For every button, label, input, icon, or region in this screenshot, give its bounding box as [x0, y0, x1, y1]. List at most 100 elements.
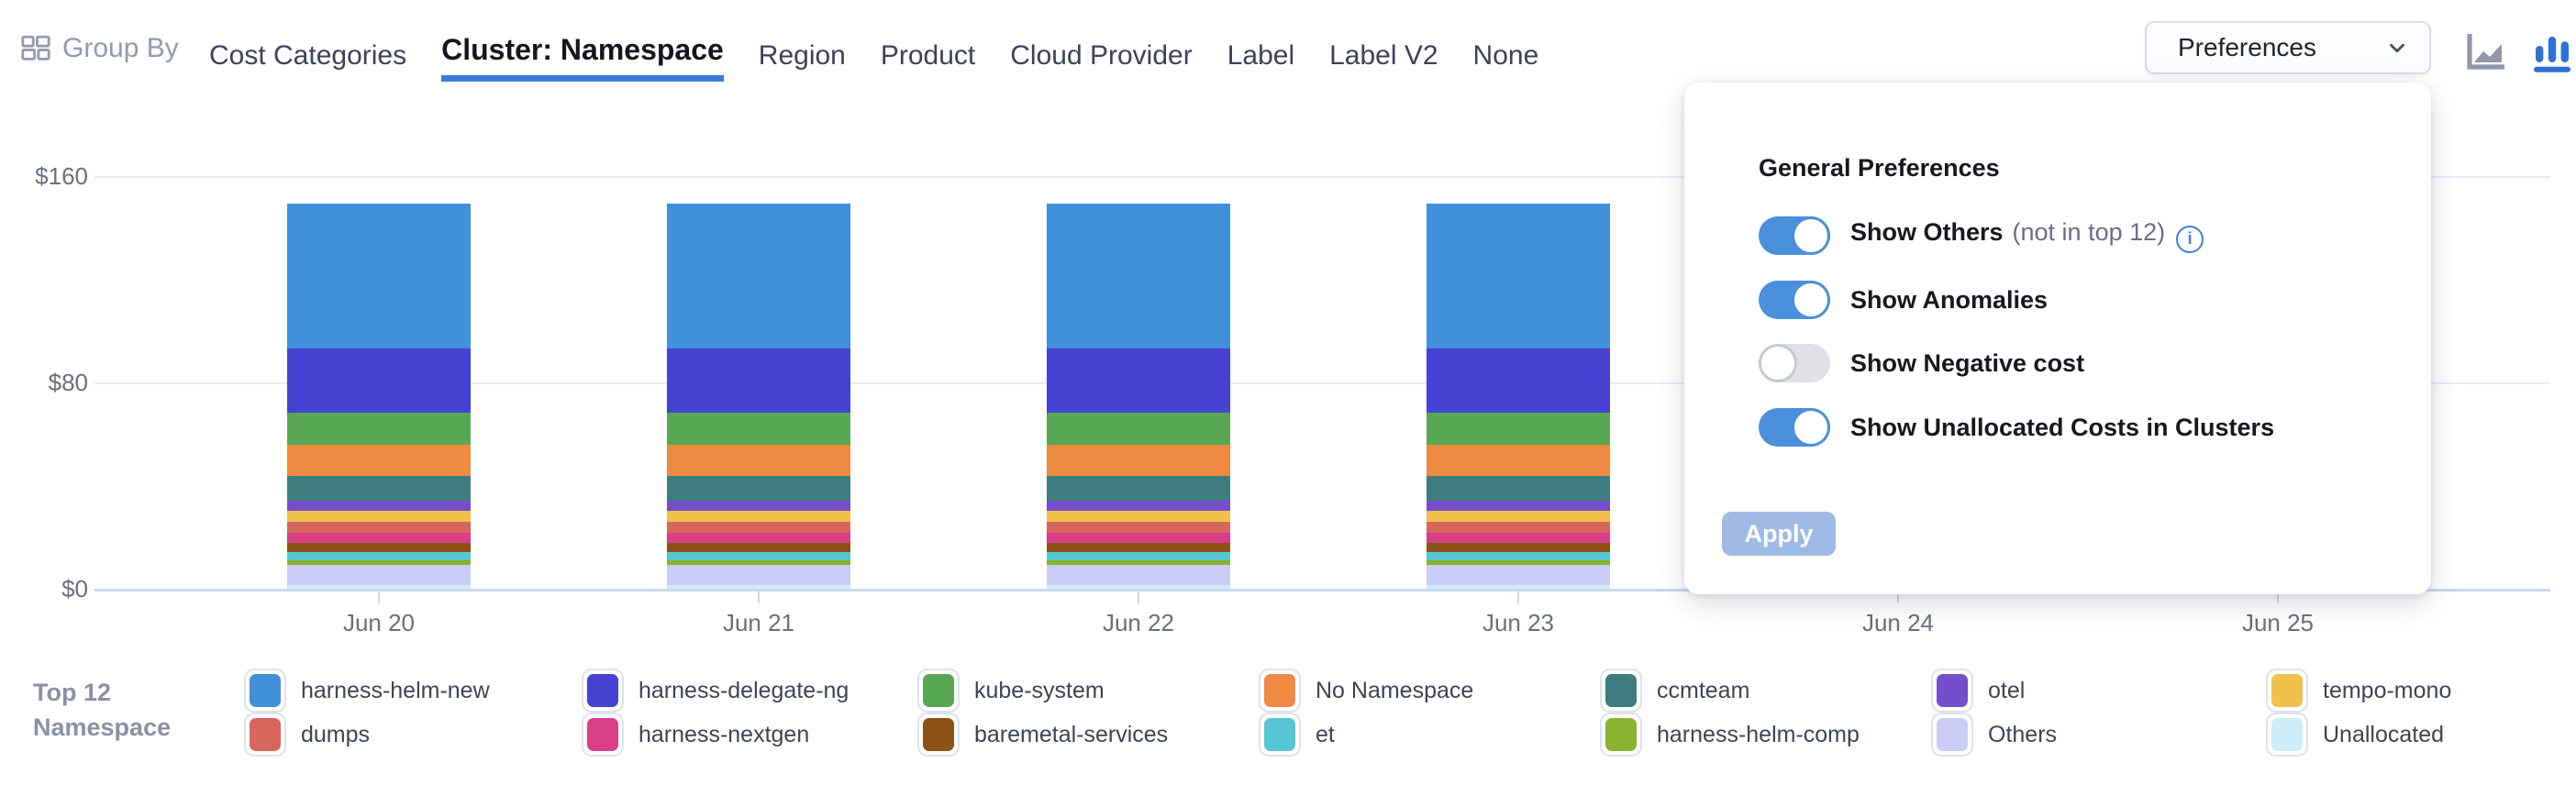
- legend-item-ccmteam[interactable]: ccmteam: [1600, 669, 1749, 713]
- bar-segment-no-namespace[interactable]: [667, 445, 850, 477]
- bar-segment-dumps[interactable]: [1047, 522, 1230, 534]
- legend-item-otel[interactable]: otel: [1931, 669, 2025, 713]
- legend-label: No Namespace: [1316, 677, 1474, 703]
- toggle-label: Show Anomalies: [1850, 285, 2049, 314]
- tab-label-v2[interactable]: Label V2: [1329, 40, 1438, 71]
- bar-segment-others[interactable]: [1427, 564, 1610, 586]
- bar-segment-others[interactable]: [1047, 564, 1230, 586]
- bar-segment-others[interactable]: [287, 564, 471, 586]
- bar-segment-dumps[interactable]: [1427, 522, 1610, 534]
- bar-segment-harness-delegate-ng[interactable]: [667, 348, 850, 414]
- bar-segment-ccmteam[interactable]: [667, 476, 850, 501]
- legend-item-no-namespace[interactable]: No Namespace: [1259, 669, 1473, 713]
- bar-segment-tempo-mono[interactable]: [1047, 511, 1230, 523]
- bar-segment-otel[interactable]: [667, 500, 850, 512]
- tab-cluster-namespace[interactable]: Cluster: Namespace: [441, 31, 724, 82]
- stacked-bar-jun-23[interactable]: [1427, 204, 1610, 589]
- bar-segment-et[interactable]: [667, 552, 850, 560]
- tab-region[interactable]: Region: [758, 40, 846, 71]
- stacked-bar-jun-21[interactable]: [667, 204, 850, 589]
- bar-segment-unallocated[interactable]: [667, 585, 850, 589]
- tab-label[interactable]: Label: [1227, 40, 1295, 71]
- bar-segment-harness-helm-comp[interactable]: [287, 559, 471, 565]
- x-axis-tick: [1138, 591, 1139, 603]
- bar-segment-otel[interactable]: [287, 500, 471, 512]
- bar-segment-ccmteam[interactable]: [287, 476, 471, 501]
- bar-segment-dumps[interactable]: [667, 522, 850, 534]
- bar-segment-harness-helm-new[interactable]: [287, 204, 471, 348]
- area-chart-icon[interactable]: [2464, 32, 2508, 72]
- legend-item-dumps[interactable]: dumps: [244, 713, 370, 757]
- bar-segment-tempo-mono[interactable]: [1427, 511, 1610, 523]
- toggle-show-negative-cost[interactable]: [1759, 344, 1830, 382]
- bar-segment-baremetal-services[interactable]: [1427, 542, 1610, 553]
- toggle-show-unallocated-costs-in-clusters[interactable]: [1759, 408, 1830, 447]
- bar-segment-et[interactable]: [1427, 552, 1610, 560]
- apply-button[interactable]: Apply: [1722, 512, 1836, 556]
- legend-item-et[interactable]: et: [1259, 713, 1335, 757]
- stacked-bar-jun-22[interactable]: [1047, 204, 1230, 589]
- bar-segment-unallocated[interactable]: [1047, 585, 1230, 589]
- bar-segment-harness-helm-new[interactable]: [1047, 204, 1230, 348]
- tab-cloud-provider[interactable]: Cloud Provider: [1010, 40, 1193, 71]
- bar-segment-otel[interactable]: [1047, 500, 1230, 512]
- bar-segment-harness-nextgen[interactable]: [667, 533, 850, 543]
- bar-segment-no-namespace[interactable]: [1047, 445, 1230, 477]
- bar-segment-ccmteam[interactable]: [1047, 476, 1230, 501]
- stacked-bar-jun-20[interactable]: [287, 204, 471, 589]
- bar-segment-unallocated[interactable]: [1427, 585, 1610, 589]
- legend-item-harness-nextgen[interactable]: harness-nextgen: [582, 713, 809, 757]
- preferences-dropdown[interactable]: Preferences: [2145, 21, 2431, 74]
- bar-segment-baremetal-services[interactable]: [287, 542, 471, 553]
- bar-segment-unallocated[interactable]: [287, 585, 471, 589]
- bar-segment-kube-system[interactable]: [287, 413, 471, 446]
- bar-segment-tempo-mono[interactable]: [667, 511, 850, 523]
- x-axis-tick: [2277, 591, 2279, 603]
- bar-segment-harness-nextgen[interactable]: [1047, 533, 1230, 543]
- legend-item-tempo-mono[interactable]: tempo-mono: [2266, 669, 2451, 713]
- toggle-show-anomalies[interactable]: [1759, 281, 1830, 319]
- gridline: [94, 382, 2550, 384]
- bar-segment-harness-helm-comp[interactable]: [667, 559, 850, 565]
- bar-segment-others[interactable]: [667, 564, 850, 586]
- y-axis-tick-label: $80: [48, 369, 88, 396]
- legend-item-others[interactable]: Others: [1931, 713, 2057, 757]
- bar-segment-harness-nextgen[interactable]: [1427, 533, 1610, 543]
- bar-segment-et[interactable]: [1047, 552, 1230, 560]
- bar-segment-no-namespace[interactable]: [1427, 445, 1610, 477]
- bar-segment-otel[interactable]: [1427, 500, 1610, 512]
- bar-segment-harness-helm-new[interactable]: [667, 204, 850, 348]
- bar-segment-ccmteam[interactable]: [1427, 476, 1610, 501]
- bar-segment-kube-system[interactable]: [1047, 413, 1230, 446]
- bar-segment-harness-delegate-ng[interactable]: [1427, 348, 1610, 414]
- legend-item-kube-system[interactable]: kube-system: [917, 669, 1105, 713]
- bar-segment-harness-helm-comp[interactable]: [1427, 559, 1610, 565]
- bar-segment-baremetal-services[interactable]: [667, 542, 850, 553]
- legend-item-harness-delegate-ng[interactable]: harness-delegate-ng: [582, 669, 849, 713]
- bar-segment-kube-system[interactable]: [1427, 413, 1610, 446]
- bar-segment-et[interactable]: [287, 552, 471, 560]
- tab-cost-categories[interactable]: Cost Categories: [209, 40, 407, 71]
- legend-item-harness-helm-new[interactable]: harness-helm-new: [244, 669, 490, 713]
- bar-segment-tempo-mono[interactable]: [287, 511, 471, 523]
- bar-segment-harness-delegate-ng[interactable]: [287, 348, 471, 414]
- tab-product[interactable]: Product: [880, 40, 976, 71]
- tab-none[interactable]: None: [1472, 40, 1539, 71]
- legend-swatch: [1259, 669, 1301, 713]
- bar-segment-harness-delegate-ng[interactable]: [1047, 348, 1230, 414]
- toggle-show-others[interactable]: [1759, 216, 1830, 255]
- bar-segment-harness-helm-new[interactable]: [1427, 204, 1610, 348]
- bar-segment-harness-helm-comp[interactable]: [1047, 559, 1230, 565]
- bar-segment-kube-system[interactable]: [667, 413, 850, 446]
- toggle-knob: [1759, 344, 1797, 382]
- bar-segment-harness-nextgen[interactable]: [287, 533, 471, 543]
- info-icon[interactable]: i: [2176, 225, 2204, 253]
- legend-title-line2: Namespace: [33, 713, 172, 741]
- legend-item-unallocated[interactable]: Unallocated: [2266, 713, 2444, 757]
- bar-segment-no-namespace[interactable]: [287, 445, 471, 477]
- legend-item-baremetal-services[interactable]: baremetal-services: [917, 713, 1168, 757]
- bar-segment-baremetal-services[interactable]: [1047, 542, 1230, 553]
- bar-chart-icon[interactable]: [2532, 31, 2572, 73]
- legend-item-harness-helm-comp[interactable]: harness-helm-comp: [1600, 713, 1860, 757]
- bar-segment-dumps[interactable]: [287, 522, 471, 534]
